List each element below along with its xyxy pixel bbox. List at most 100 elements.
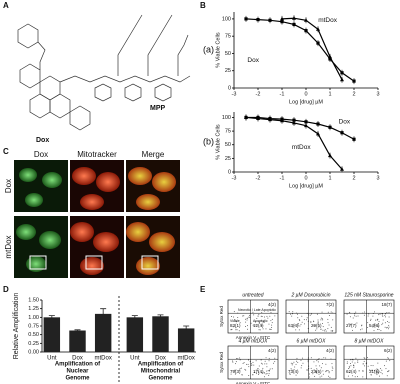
event-dot <box>230 315 232 317</box>
event-dot <box>254 371 256 373</box>
plot-title: 8 µM mtDOX <box>355 338 385 344</box>
event-dot <box>266 366 268 368</box>
series-line <box>246 116 355 140</box>
event-dot <box>361 325 363 327</box>
event-dot <box>321 311 323 313</box>
event-dot <box>377 362 379 364</box>
event-dot <box>362 376 364 378</box>
x-tick-label: Dox <box>155 356 166 362</box>
event-dot <box>296 357 298 359</box>
event-dot <box>363 365 365 367</box>
event-dot <box>258 329 260 331</box>
x-tick-label: -1 <box>280 175 285 181</box>
event-dot <box>315 371 317 373</box>
event-dot <box>331 330 333 332</box>
event-dot <box>384 316 386 318</box>
event-dot <box>310 322 312 324</box>
event-dot <box>261 372 263 374</box>
event-dot <box>297 317 299 319</box>
event-dot <box>349 325 351 327</box>
x-tick-label: -3 <box>232 91 237 97</box>
event-dot <box>269 329 271 331</box>
quadrant-value: 27(7) <box>346 323 357 328</box>
event-dot <box>378 314 380 316</box>
event-dot <box>290 313 292 315</box>
event-dot <box>315 365 317 367</box>
event-dot <box>331 366 333 368</box>
plot-title: 4 µM mtDOX <box>239 338 269 344</box>
bar <box>69 330 86 352</box>
event-dot <box>329 376 331 378</box>
event-dot <box>245 321 247 323</box>
event-dot <box>327 370 329 372</box>
x-tick-label: -2 <box>256 91 261 97</box>
event-dot <box>355 315 357 317</box>
event-dot <box>305 319 307 321</box>
event-dot <box>255 360 257 362</box>
event-dot <box>352 359 354 361</box>
event-dot <box>330 311 332 313</box>
event-dot <box>356 322 358 324</box>
event-dot <box>232 326 234 328</box>
event-dot <box>268 323 270 325</box>
event-dot <box>243 362 245 364</box>
x-tick-label: -2 <box>256 175 261 181</box>
event-dot <box>357 315 359 317</box>
plot-title: 125 nM Staurosporine <box>344 292 393 298</box>
event-dot <box>274 361 276 363</box>
event-dot <box>352 329 354 331</box>
y-axis-label: Sytox Red <box>219 352 224 373</box>
x-axis-label: Log [drug] µM <box>289 99 323 105</box>
series-line <box>245 18 355 82</box>
event-dot <box>268 373 270 375</box>
event-dot <box>381 324 383 326</box>
event-dot <box>357 361 359 363</box>
event-dot <box>270 320 272 322</box>
event-dot <box>310 320 312 322</box>
event-dot <box>319 376 321 378</box>
event-dot <box>313 369 315 371</box>
event-dot <box>381 373 383 375</box>
y-tick-label: 0.00 <box>28 349 39 355</box>
event-dot <box>349 367 351 369</box>
event-dot <box>295 363 297 365</box>
event-dot <box>324 329 326 331</box>
event-dot <box>248 359 250 361</box>
event-dot <box>348 323 350 325</box>
column-label: Merge <box>142 150 165 159</box>
event-dot <box>355 311 357 313</box>
event-dot <box>322 322 324 324</box>
x-axis-label: Annexin V - FITC <box>236 381 271 384</box>
error-bar <box>157 314 164 318</box>
event-dot <box>292 363 294 365</box>
event-dot <box>372 315 374 317</box>
event-dot <box>236 329 238 331</box>
event-dot <box>363 357 365 359</box>
event-dot <box>261 325 263 327</box>
y-tick-label: 25 <box>225 68 231 74</box>
quadrant-value: 6(2) <box>384 348 393 353</box>
event-dot <box>252 361 254 363</box>
event-dot <box>246 363 248 365</box>
series-label: mtDox <box>292 144 312 151</box>
event-dot <box>259 329 261 331</box>
event-dot <box>255 324 257 326</box>
event-dot <box>265 357 267 359</box>
event-dot <box>316 328 318 330</box>
event-dot <box>258 313 260 315</box>
event-dot <box>325 330 327 332</box>
x-tick-label: -3 <box>232 175 237 181</box>
event-dot <box>291 326 293 328</box>
event-dot <box>330 330 332 332</box>
event-dot <box>296 313 298 315</box>
event-dot <box>303 319 305 321</box>
event-dot <box>361 328 363 330</box>
quadrant-value: 63(4) <box>288 323 299 328</box>
event-dot <box>295 329 297 331</box>
event-dot <box>308 373 310 375</box>
quadrant-value: 79(3) <box>230 369 241 374</box>
x-tick-label: Unt <box>130 356 140 362</box>
group-label: Genome <box>148 376 173 382</box>
event-dot <box>353 365 355 367</box>
event-dot <box>264 360 266 362</box>
